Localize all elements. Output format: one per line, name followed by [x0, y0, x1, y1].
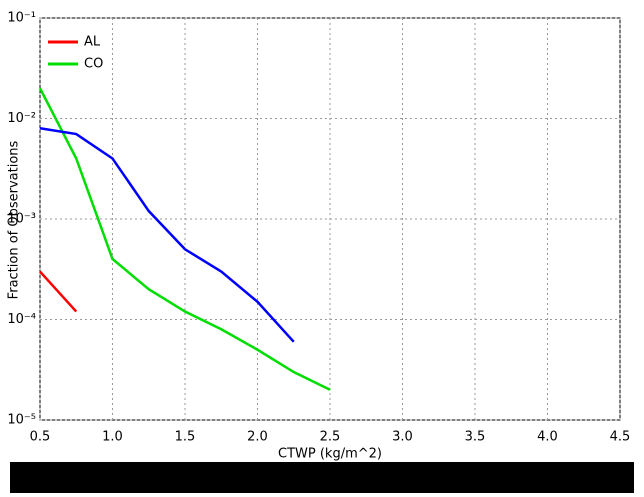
x-tick-label: 4.0 — [537, 430, 558, 445]
x-tick-label: 1.0 — [102, 430, 123, 445]
series-line — [39, 127, 295, 343]
x-tick-label: 3.0 — [392, 430, 413, 445]
x-axis-label: CTWP (kg/m^2) — [278, 447, 382, 462]
x-tick-label: 2.0 — [247, 430, 268, 445]
x-tick-label: 4.5 — [610, 430, 631, 445]
series-line — [38, 87, 331, 391]
legend-label: AL — [84, 35, 101, 50]
y-axis-label: Fraction of Observations — [7, 140, 22, 299]
x-tick-label: 3.5 — [465, 430, 486, 445]
legend-label: CO — [84, 57, 103, 72]
y-tick-label: 10⁻² — [7, 111, 36, 126]
y-tick-label: 10⁻⁵ — [7, 413, 36, 428]
y-tick-label: 10⁻¹ — [7, 11, 36, 26]
x-tick-label: 1.5 — [175, 430, 196, 445]
y-tick-label: 10⁻⁴ — [7, 312, 36, 327]
series-line — [39, 270, 78, 313]
x-tick-label: 0.5 — [30, 430, 51, 445]
y-tick-label: 10⁻³ — [7, 212, 36, 227]
x-tick-label: 2.5 — [320, 430, 341, 445]
bottom-bar — [10, 462, 634, 493]
